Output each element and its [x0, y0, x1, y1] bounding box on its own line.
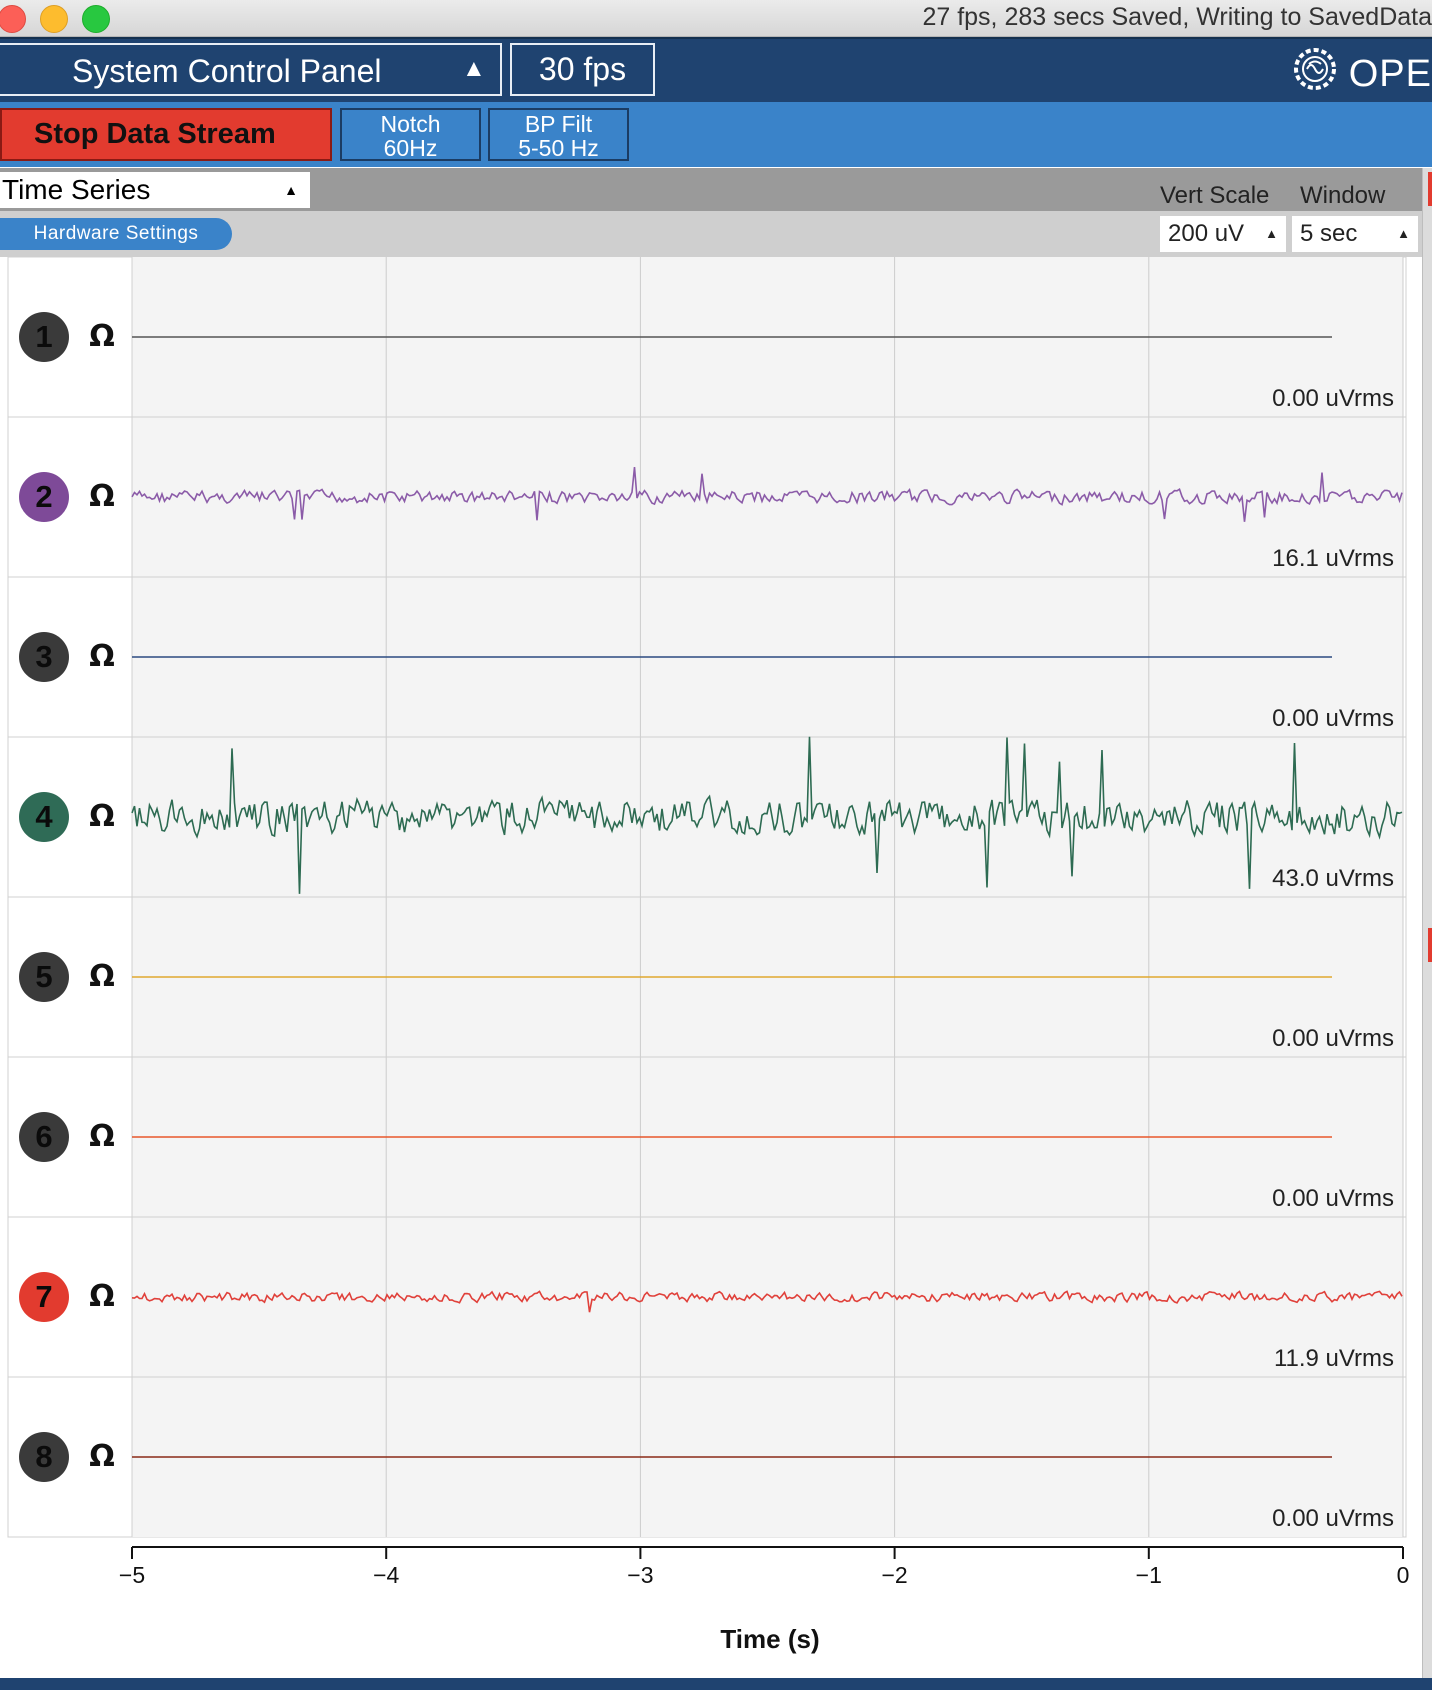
logo-text: OPE [1348, 52, 1432, 95]
data-stream-toolbar: Stop Data Stream Notch 60Hz BP Filt 5-50… [0, 102, 1432, 167]
channel-8-toggle-button[interactable]: 8 [19, 1432, 69, 1482]
window-value: 5 sec [1300, 220, 1358, 247]
time-series-plot: 1 Ω 0.00 uVrms 2 Ω 16.1 uVrms 3 Ω 0.00 uVrms 4 Ω 43… [0, 257, 1422, 1677]
channel-1-rms-value: 0.00 uVrms [1272, 385, 1394, 412]
channel-4-trace [131, 736, 1403, 894]
widget-selector[interactable]: Time Series ▲ [0, 172, 310, 208]
channel-7-rms-value: 11.9 uVrms [1273, 1345, 1394, 1372]
channel-4-rms-value: 43.0 uVrms [1272, 865, 1394, 892]
widget-subheader: Hardware Settings 200 uV ▲ 5 sec ▲ [0, 211, 1422, 257]
right-panel-edge [1422, 168, 1432, 1690]
channel-5-impedance-button[interactable]: Ω [89, 959, 115, 994]
channel-5-toggle-button[interactable]: 5 [19, 952, 69, 1002]
notch-filter-value: 60Hz [383, 135, 438, 161]
vert-scale-value: 200 uV [1168, 220, 1245, 247]
window-dropdown[interactable]: 5 sec ▲ [1292, 216, 1418, 252]
x-axis-tick-label: −3 [627, 1562, 654, 1588]
channel-7-trace [131, 1290, 1403, 1313]
bottom-bar [0, 1678, 1432, 1690]
vert-scale-label: Vert Scale [1160, 182, 1270, 209]
caret-up-icon: ▲ [284, 182, 298, 198]
channel-3-toggle-button[interactable]: 3 [19, 632, 69, 682]
bandpass-filter-value: 5-50 Hz [518, 135, 599, 161]
vert-scale-dropdown[interactable]: 200 uV ▲ [1160, 216, 1286, 252]
system-control-panel-button[interactable]: System Control Panel ▲ [0, 43, 502, 96]
channel-5-rms-value: 0.00 uVrms [1272, 1025, 1394, 1052]
right-edge-indicator [1428, 172, 1432, 206]
right-edge-indicator [1428, 928, 1432, 962]
widget-selector-label: Time Series [2, 174, 151, 205]
channel-7-impedance-button[interactable]: Ω [89, 1279, 115, 1314]
openbci-logo: OPE [1292, 46, 1432, 95]
caret-up-icon: ▲ [462, 55, 486, 82]
channel-2-rms-value: 16.1 uVrms [1272, 545, 1394, 572]
channel-2-toggle-button[interactable]: 2 [19, 472, 69, 522]
x-axis-tick-label: −1 [1135, 1562, 1162, 1588]
channel-4-toggle-button[interactable]: 4 [19, 792, 69, 842]
notch-filter-label: Notch [380, 111, 441, 137]
channel-4-impedance-button[interactable]: Ω [89, 799, 115, 834]
channel-3-impedance-button[interactable]: Ω [89, 639, 115, 674]
caret-up-icon: ▲ [1397, 226, 1410, 241]
channel-2-impedance-button[interactable]: Ω [89, 479, 115, 514]
hardware-settings-button[interactable]: Hardware Settings [0, 218, 232, 250]
channel-6-impedance-button[interactable]: Ω [89, 1119, 115, 1154]
channel-3-rms-value: 0.00 uVrms [1272, 705, 1394, 732]
window-label: Window [1300, 182, 1386, 209]
channel-6-rms-value: 0.00 uVrms [1272, 1185, 1394, 1212]
close-window-button[interactable] [0, 5, 26, 33]
caret-up-icon: ▲ [1265, 226, 1278, 241]
channel-1-toggle-button[interactable]: 1 [19, 312, 69, 362]
x-axis-tick-label: −2 [881, 1562, 908, 1588]
brain-logo-icon [1292, 46, 1338, 102]
channel-8-impedance-button[interactable]: Ω [89, 1439, 115, 1474]
maximize-window-button[interactable] [82, 5, 110, 33]
minimize-window-button[interactable] [40, 5, 68, 33]
channel-6-toggle-button[interactable]: 6 [19, 1112, 69, 1162]
bandpass-filter-label: BP Filt [524, 111, 593, 137]
widget-header: Time Series ▲ Vert Scale Window [0, 168, 1422, 211]
framerate-button[interactable]: 30 fps [510, 43, 655, 96]
stop-data-stream-button[interactable]: Stop Data Stream [0, 108, 332, 161]
time-series-svg [7, 257, 1407, 1559]
channel-8-rms-value: 0.00 uVrms [1272, 1505, 1394, 1532]
window-titlebar: 27 fps, 283 secs Saved, Writing to Saved… [0, 0, 1432, 37]
x-axis-tick-label: 0 [1396, 1562, 1410, 1588]
system-toolbar: System Control Panel ▲ 30 fps OPE [0, 37, 1432, 102]
system-control-panel-label: System Control Panel [72, 53, 382, 89]
x-axis-title: Time (s) [720, 1624, 820, 1654]
channel-7-toggle-button[interactable]: 7 [19, 1272, 69, 1322]
bandpass-filter-button[interactable]: BP Filt 5-50 Hz [488, 108, 629, 161]
notch-filter-button[interactable]: Notch 60Hz [340, 108, 481, 161]
x-axis-tick-label: −4 [373, 1562, 400, 1588]
channel-2-trace [131, 467, 1403, 522]
channel-1-impedance-button[interactable]: Ω [89, 319, 115, 354]
x-axis-tick-label: −5 [118, 1562, 146, 1588]
window-title: 27 fps, 283 secs Saved, Writing to Saved… [922, 3, 1432, 31]
